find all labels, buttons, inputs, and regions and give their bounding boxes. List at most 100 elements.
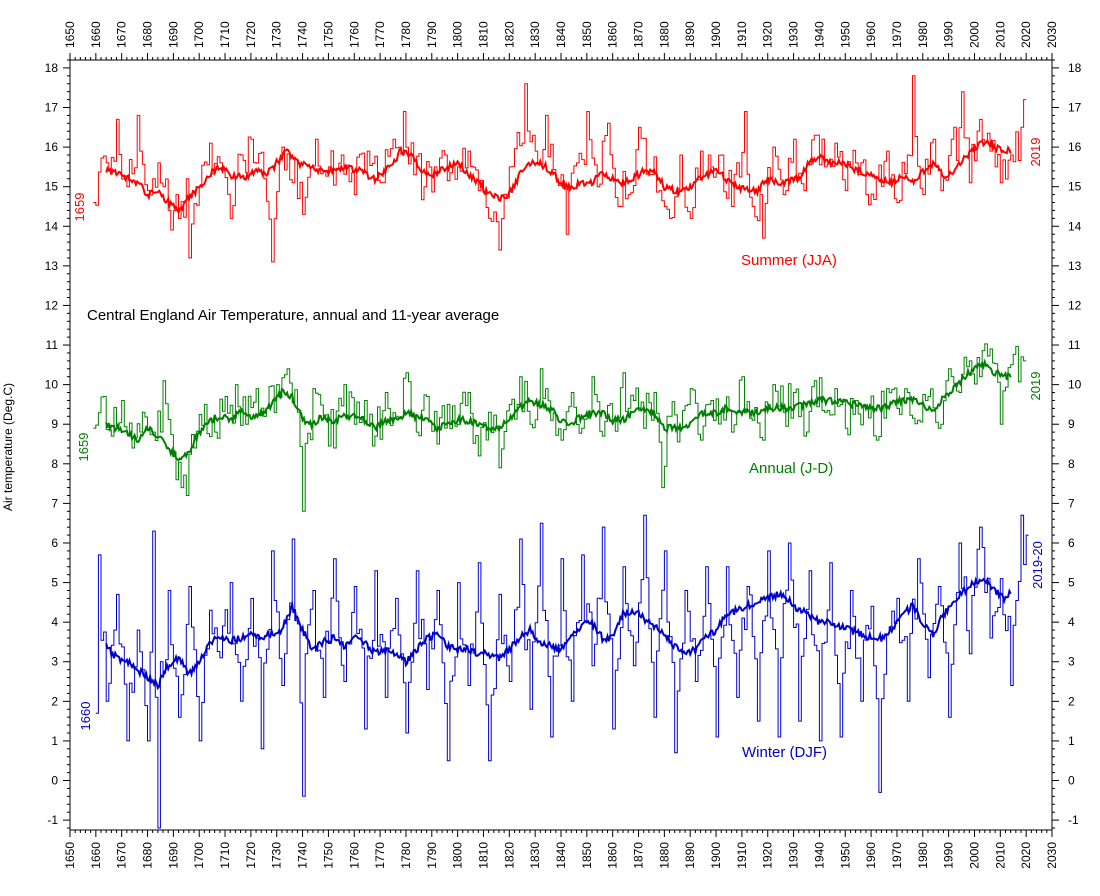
y-tick-label-left: 4: [51, 615, 58, 629]
x-tick-label-top: 1860: [606, 21, 620, 48]
x-tick-label-top: 1710: [218, 21, 232, 48]
running-average-line: [105, 358, 1012, 462]
y-tick-label-left: 15: [45, 180, 59, 194]
x-tick-label-top: 1660: [89, 21, 103, 48]
y-tick-label-right: 1: [1068, 734, 1075, 748]
x-tick-label-bottom: 1760: [347, 842, 361, 869]
x-tick-label-bottom: 1840: [554, 842, 568, 869]
y-tick-label-right: 9: [1068, 417, 1075, 431]
x-tick-label-bottom: 1800: [451, 842, 465, 869]
y-tick-label-right: 17: [1068, 101, 1082, 115]
plot-frame: [69, 59, 1053, 831]
x-tick-label-top: 1680: [141, 21, 155, 48]
x-tick-label-top: 1820: [502, 21, 516, 48]
x-tick-label-top: 1780: [399, 21, 413, 48]
x-tick-label-bottom: 1930: [787, 842, 801, 869]
x-tick-label-bottom: 1960: [864, 842, 878, 869]
axes-layer: 1650165016601660167016701680168016901690…: [45, 21, 1082, 869]
x-tick-label-top: 1770: [373, 21, 387, 48]
x-tick-label-bottom: 1900: [709, 842, 723, 869]
x-tick-label-bottom: 2010: [993, 842, 1007, 869]
x-tick-label-bottom: 1870: [632, 842, 646, 869]
x-tick-label-bottom: 1770: [373, 842, 387, 869]
x-tick-label-bottom: 1730: [270, 842, 284, 869]
series-name-label: Summer (JJA): [741, 252, 837, 269]
series-end-year: 2019: [1028, 138, 1043, 167]
x-tick-label-top: 1900: [709, 21, 723, 48]
x-tick-label-bottom: 1940: [812, 842, 826, 869]
x-tick-label-top: 2010: [993, 21, 1007, 48]
x-tick-label-bottom: 1710: [218, 842, 232, 869]
running-average-line: [105, 138, 1012, 216]
x-tick-label-bottom: 1920: [761, 842, 775, 869]
y-tick-label-right: 5: [1068, 576, 1075, 590]
x-tick-label-top: 1790: [425, 21, 439, 48]
y-tick-label-right: 16: [1068, 140, 1082, 154]
y-axis-title: Air temperature (Deg.C): [1, 383, 15, 511]
x-tick-label-top: 1760: [347, 21, 361, 48]
x-tick-label-bottom: 1790: [425, 842, 439, 869]
series-start-year: 1659: [72, 193, 87, 222]
x-tick-label-bottom: 1990: [942, 842, 956, 869]
series-1: Annual (J-D) 1659 2019: [76, 343, 1043, 512]
series-0: Summer (JJA) 1659 2019: [72, 75, 1043, 269]
x-tick-label-top: 1840: [554, 21, 568, 48]
y-tick-label-left: 18: [45, 61, 59, 75]
x-tick-label-top: 2030: [1045, 21, 1059, 48]
y-tick-label-right: 8: [1068, 457, 1075, 471]
x-tick-label-top: 1890: [683, 21, 697, 48]
x-tick-label-bottom: 1860: [606, 842, 620, 869]
y-tick-label-right: 4: [1068, 615, 1075, 629]
x-tick-label-bottom: 2030: [1045, 842, 1059, 869]
y-tick-label-right: 7: [1068, 496, 1075, 510]
y-tick-label-right: 18: [1068, 61, 1082, 75]
x-tick-label-top: 1990: [942, 21, 956, 48]
x-tick-label-bottom: 1690: [166, 842, 180, 869]
running-average-line: [105, 576, 1012, 691]
y-tick-label-right: 3: [1068, 655, 1075, 669]
x-tick-label-top: 1850: [580, 21, 594, 48]
annual-step-line: [93, 75, 1027, 263]
x-tick-label-bottom: 1720: [244, 842, 258, 869]
x-tick-label-top: 1950: [838, 21, 852, 48]
x-tick-label-bottom: 1670: [115, 842, 129, 869]
y-tick-label-left: 8: [51, 457, 58, 471]
x-tick-label-bottom: 1850: [580, 842, 594, 869]
x-tick-label-top: 1700: [192, 21, 206, 48]
x-tick-label-bottom: 1880: [657, 842, 671, 869]
y-tick-label-left: 12: [45, 298, 59, 312]
x-tick-label-bottom: 1950: [838, 842, 852, 869]
x-tick-label-top: 1740: [296, 21, 310, 48]
x-tick-label-bottom: 1970: [890, 842, 904, 869]
x-tick-label-bottom: 1810: [476, 842, 490, 869]
y-tick-label-right: 6: [1068, 536, 1075, 550]
series-name-label: Annual (J-D): [749, 460, 833, 477]
x-tick-label-bottom: 1980: [916, 842, 930, 869]
y-tick-label-right: -1: [1068, 813, 1079, 827]
y-tick-label-left: 5: [51, 576, 58, 590]
x-tick-label-top: 1800: [451, 21, 465, 48]
y-tick-label-left: 11: [46, 338, 59, 352]
x-tick-label-bottom: 1910: [735, 842, 749, 869]
x-tick-label-top: 1920: [761, 21, 775, 48]
x-tick-label-top: 1830: [528, 21, 542, 48]
x-tick-label-top: 1910: [735, 21, 749, 48]
labels-layer: Central England Air Temperature, annual …: [1, 307, 499, 511]
y-tick-label-right: 0: [1068, 774, 1075, 788]
chart-title: Central England Air Temperature, annual …: [87, 307, 499, 324]
x-tick-label-top: 1980: [916, 21, 930, 48]
x-tick-label-bottom: 1740: [296, 842, 310, 869]
x-tick-label-top: 1690: [166, 21, 180, 48]
y-tick-label-left: 2: [51, 694, 58, 708]
series-end-year: 2019: [1028, 372, 1043, 401]
y-tick-label-right: 12: [1068, 298, 1082, 312]
x-tick-label-top: 1670: [115, 21, 129, 48]
y-tick-label-left: 10: [45, 378, 59, 392]
x-tick-label-top: 2020: [1019, 21, 1033, 48]
y-tick-label-left: 3: [51, 655, 58, 669]
x-tick-label-top: 1960: [864, 21, 878, 48]
x-tick-label-top: 1720: [244, 21, 258, 48]
series-layer: Summer (JJA) 1659 2019 Annual (J-D) 1659 2019…: [72, 75, 1045, 829]
y-tick-label-right: 11: [1068, 338, 1081, 352]
